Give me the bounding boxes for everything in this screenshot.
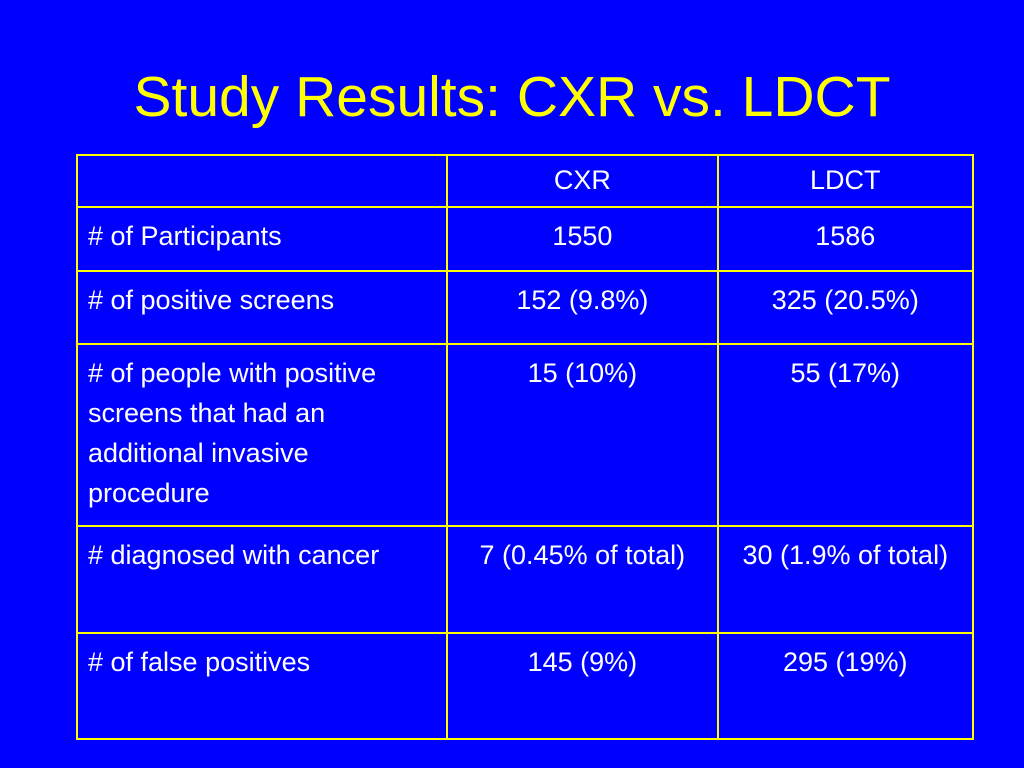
cxr-value: 145 (9%) — [446, 632, 719, 740]
cxr-value: 15 (10%) — [446, 343, 719, 527]
table-row: # of Participants 1550 1586 — [75, 206, 975, 272]
table-row: # of false positives 145 (9%) 295 (19%) — [75, 632, 975, 740]
header-cell-ldct: LDCT — [716, 154, 975, 208]
row-label: # of Participants — [75, 206, 449, 272]
row-label: # of people with positive screens that h… — [75, 343, 449, 527]
ldct-value: 325 (20.5%) — [716, 270, 975, 345]
ldct-value: 55 (17%) — [716, 343, 975, 527]
ldct-value: 295 (19%) — [716, 632, 975, 740]
cxr-value: 7 (0.45% of total) — [446, 525, 719, 634]
row-label: # diagnosed with cancer — [75, 525, 449, 634]
row-label: # of false positives — [75, 632, 449, 740]
table-row: # of positive screens 152 (9.8%) 325 (20… — [75, 270, 975, 345]
table-row: # diagnosed with cancer 7 (0.45% of tota… — [75, 525, 975, 634]
results-table: CXR LDCT # of Participants 1550 1586 # o… — [75, 154, 975, 740]
header-cell-cxr: CXR — [446, 154, 719, 208]
cxr-value: 152 (9.8%) — [446, 270, 719, 345]
header-cell-blank — [75, 154, 449, 208]
ldct-value: 1586 — [716, 206, 975, 272]
ldct-value: 30 (1.9% of total) — [716, 525, 975, 634]
table-row: # of people with positive screens that h… — [75, 343, 975, 527]
row-label: # of positive screens — [75, 270, 449, 345]
cxr-value: 1550 — [446, 206, 719, 272]
table-header-row: CXR LDCT — [75, 154, 975, 208]
slide-title: Study Results: CXR vs. LDCT — [133, 65, 891, 129]
